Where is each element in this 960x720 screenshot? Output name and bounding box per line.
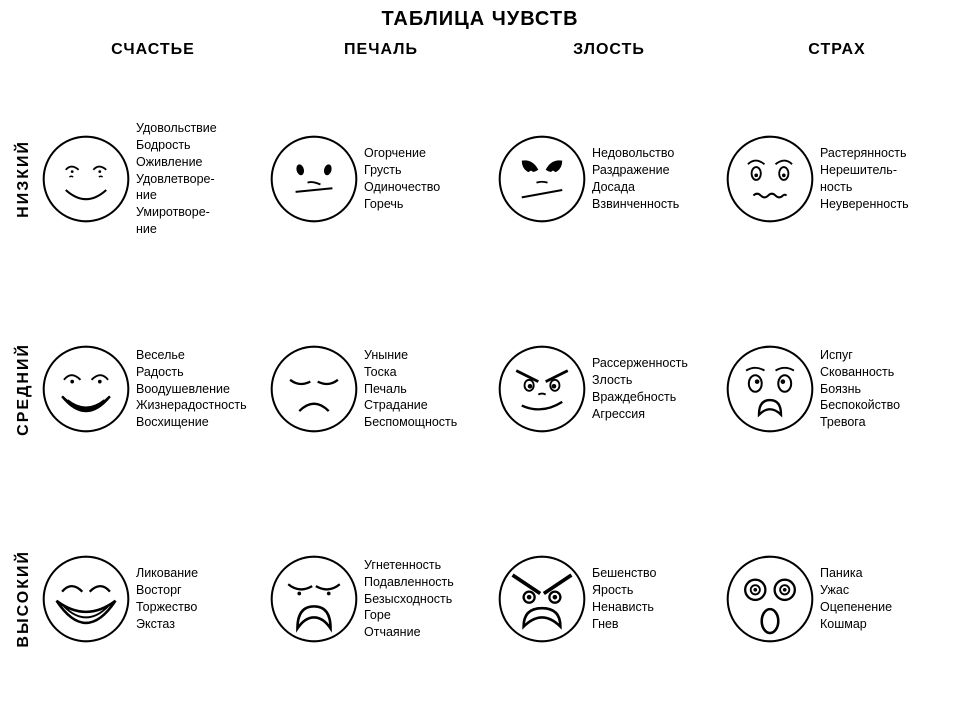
cell-mid-fear: ИспугСкованностьБоязньБеспокойствоТревог… xyxy=(724,293,950,485)
page-title: ТАБЛИЦА ЧУВСТВ xyxy=(10,8,950,31)
face-mid-anger-icon xyxy=(496,343,588,435)
face-low-happy-icon xyxy=(40,133,132,225)
feeling-word: Ненависть xyxy=(592,599,722,616)
col-header-sad: ПЕЧАЛЬ xyxy=(268,41,494,59)
row-header-high: ВЫСОКИЙ xyxy=(15,550,33,648)
feeling-word: Паника xyxy=(820,565,950,582)
cell-mid-anger: РассерженностьЗлостьВраждебностьАгрессия xyxy=(496,293,722,485)
feeling-word: Веселье xyxy=(136,347,266,364)
words-low-fear: РастерянностьНерешитель-ностьНеувереннос… xyxy=(820,145,950,213)
feeling-word: Недовольство xyxy=(592,145,722,162)
words-mid-happy: ВесельеРадостьВоодушевлениеЖизнерадостно… xyxy=(136,347,266,431)
cell-mid-sad: УныниеТоскаПечальСтраданиеБеспомощность xyxy=(268,293,494,485)
col-header-fear: СТРАХ xyxy=(724,41,950,59)
feeling-word: Досада xyxy=(592,179,722,196)
feeling-word: Радость xyxy=(136,364,266,381)
feeling-word: Ярость xyxy=(592,582,722,599)
feeling-word: Неуверенность xyxy=(820,196,950,213)
words-mid-anger: РассерженностьЗлостьВраждебностьАгрессия xyxy=(592,355,722,423)
cell-low-anger: НедовольствоРаздражениеДосадаВзвинченнос… xyxy=(496,83,722,275)
feeling-word: Растерянность xyxy=(820,145,950,162)
feeling-word: Испуг xyxy=(820,347,950,364)
face-high-fear-icon xyxy=(724,553,816,645)
feeling-word: Восторг xyxy=(136,582,266,599)
face-low-fear-icon xyxy=(724,133,816,225)
feeling-word: Злость xyxy=(592,372,722,389)
feeling-word: Нерешитель-ность xyxy=(820,162,950,196)
cell-low-fear: РастерянностьНерешитель-ностьНеувереннос… xyxy=(724,83,950,275)
cell-low-happy: УдовольствиеБодростьОживлениеУдовлетворе… xyxy=(40,83,266,275)
feeling-word: Тоска xyxy=(364,364,494,381)
feeling-word: Бодрость xyxy=(136,137,266,154)
feeling-word: Удовлетворе-ние xyxy=(136,171,266,205)
face-low-anger-icon xyxy=(496,133,588,225)
words-low-anger: НедовольствоРаздражениеДосадаВзвинченнос… xyxy=(592,145,722,213)
feeling-word: Умиротворе-ние xyxy=(136,204,266,238)
words-high-sad: УгнетенностьПодавленностьБезысходностьГо… xyxy=(364,557,494,641)
feeling-word: Беспомощность xyxy=(364,414,494,431)
feeling-word: Удовольствие xyxy=(136,120,266,137)
feeling-word: Торжество xyxy=(136,599,266,616)
face-mid-happy-icon xyxy=(40,343,132,435)
feeling-word: Оживление xyxy=(136,154,266,171)
face-high-anger-icon xyxy=(496,553,588,645)
col-header-happy: СЧАСТЬЕ xyxy=(40,41,266,59)
feeling-word: Гнев xyxy=(592,616,722,633)
feeling-word: Скованность xyxy=(820,364,950,381)
feeling-word: Экстаз xyxy=(136,616,266,633)
cell-mid-happy: ВесельеРадостьВоодушевлениеЖизнерадостно… xyxy=(40,293,266,485)
face-mid-fear-icon xyxy=(724,343,816,435)
feeling-word: Печаль xyxy=(364,381,494,398)
feeling-word: Воодушевление xyxy=(136,381,266,398)
words-high-anger: БешенствоЯростьНенавистьГнев xyxy=(592,565,722,633)
feeling-word: Кошмар xyxy=(820,616,950,633)
feeling-word: Боязнь xyxy=(820,381,950,398)
feeling-word: Горе xyxy=(364,607,494,624)
words-low-happy: УдовольствиеБодростьОживлениеУдовлетворе… xyxy=(136,120,266,238)
feeling-word: Уныние xyxy=(364,347,494,364)
words-high-happy: ЛикованиеВосторгТоржествоЭкстаз xyxy=(136,565,266,633)
cell-low-sad: ОгорчениеГрустьОдиночествоГоречь xyxy=(268,83,494,275)
words-high-fear: ПаникаУжасОцепенениеКошмар xyxy=(820,565,950,633)
feeling-word: Безысходность xyxy=(364,591,494,608)
feeling-word: Жизнерадостность xyxy=(136,397,266,414)
feeling-word: Взвинченность xyxy=(592,196,722,213)
feeling-word: Ликование xyxy=(136,565,266,582)
feeling-word: Горечь xyxy=(364,196,494,213)
row-header-low: НИЗКИЙ xyxy=(15,140,33,218)
feeling-word: Бешенство xyxy=(592,565,722,582)
cell-high-sad: УгнетенностьПодавленностьБезысходностьГо… xyxy=(268,503,494,695)
row-header-mid: СРЕДНИЙ xyxy=(15,343,33,436)
feeling-word: Рассерженность xyxy=(592,355,722,372)
feeling-word: Ужас xyxy=(820,582,950,599)
face-mid-sad-icon xyxy=(268,343,360,435)
feeling-word: Оцепенение xyxy=(820,599,950,616)
feeling-word: Огорчение xyxy=(364,145,494,162)
grid-corner xyxy=(10,35,38,65)
words-low-sad: ОгорчениеГрустьОдиночествоГоречь xyxy=(364,145,494,213)
face-low-sad-icon xyxy=(268,133,360,225)
feeling-word: Враждебность xyxy=(592,389,722,406)
cell-high-anger: БешенствоЯростьНенавистьГнев xyxy=(496,503,722,695)
feeling-word: Отчаяние xyxy=(364,624,494,641)
cell-high-happy: ЛикованиеВосторгТоржествоЭкстаз xyxy=(40,503,266,695)
feeling-word: Агрессия xyxy=(592,406,722,423)
feeling-word: Страдание xyxy=(364,397,494,414)
words-mid-fear: ИспугСкованностьБоязньБеспокойствоТревог… xyxy=(820,347,950,431)
feeling-word: Подавленность xyxy=(364,574,494,591)
words-mid-sad: УныниеТоскаПечальСтраданиеБеспомощность xyxy=(364,347,494,431)
face-high-happy-icon xyxy=(40,553,132,645)
feeling-word: Беспокойство xyxy=(820,397,950,414)
feeling-word: Восхищение xyxy=(136,414,266,431)
feelings-grid: СЧАСТЬЕ ПЕЧАЛЬ ЗЛОСТЬ СТРАХ НИЗКИЙ Удово… xyxy=(10,35,950,695)
feeling-word: Тревога xyxy=(820,414,950,431)
feeling-word: Грусть xyxy=(364,162,494,179)
face-high-sad-icon xyxy=(268,553,360,645)
cell-high-fear: ПаникаУжасОцепенениеКошмар xyxy=(724,503,950,695)
feeling-word: Раздражение xyxy=(592,162,722,179)
feeling-word: Угнетенность xyxy=(364,557,494,574)
feeling-word: Одиночество xyxy=(364,179,494,196)
col-header-anger: ЗЛОСТЬ xyxy=(496,41,722,59)
